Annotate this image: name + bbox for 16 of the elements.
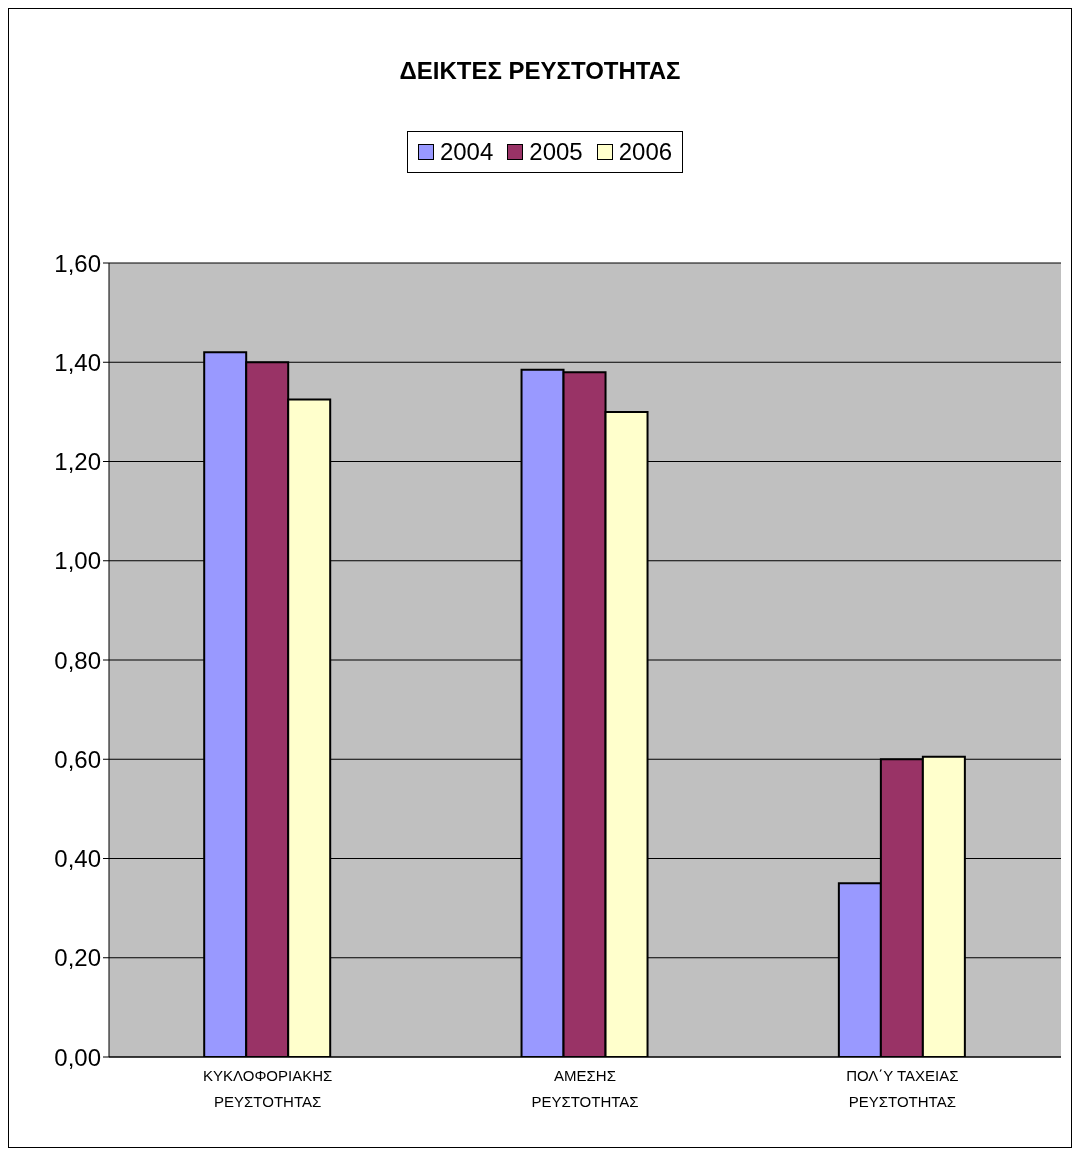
legend-label: 2005 <box>529 138 583 166</box>
y-tick-label: 0,00 <box>54 1043 101 1071</box>
y-tick-label: 1,60 <box>54 249 101 277</box>
legend-label: 2006 <box>618 138 673 166</box>
y-tick-label: 1,40 <box>54 348 101 376</box>
y-tick-label: 1,20 <box>54 448 101 476</box>
y-tick-label: 0,20 <box>54 944 101 972</box>
y-tick-label: 0,80 <box>54 646 101 674</box>
x-tick-label: ΠΟΛ΄Υ ΤΑΧΕΙΑΣ ΡΕΥΣΤΟΤΗΤΑΣ <box>846 1067 959 1110</box>
y-tick-label: 1,00 <box>54 547 101 575</box>
chart-title: ΔΕΙΚΤΕΣ ΡΕΥΣΤΟΤΗΤΑΣ <box>398 57 682 85</box>
x-tick-label: ΑΜΕΣΗΣ ΡΕΥΣΤΟΤΗΤΑΣ <box>531 1067 639 1110</box>
x-tick-label: ΚΥΚΛΟΦΟΡΙΑΚΗΣ ΡΕΥΣΤΟΤΗΤΑΣ <box>203 1067 333 1110</box>
legend-label: 2004 <box>439 138 494 166</box>
y-tick-label: 0,40 <box>54 845 101 873</box>
y-tick-label: 0,60 <box>54 745 101 773</box>
